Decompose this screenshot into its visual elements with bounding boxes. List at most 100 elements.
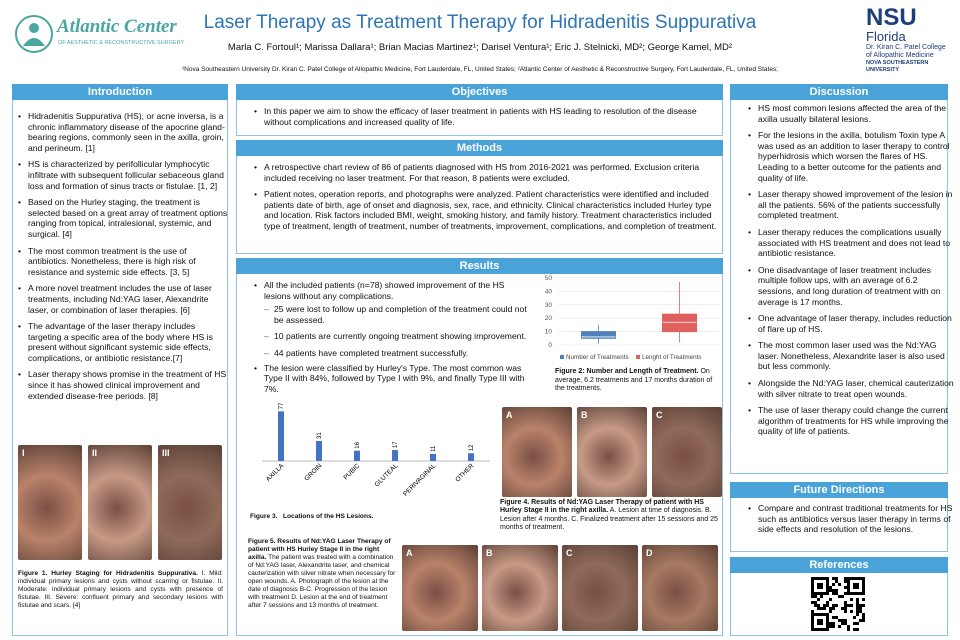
qr-cell <box>811 610 814 613</box>
qr-cell <box>859 610 862 613</box>
qr-cell <box>847 628 850 631</box>
section-heading: Objectives <box>236 84 723 100</box>
bullet: 25 were lost to follow up and completion… <box>264 304 530 325</box>
qr-cell <box>835 604 838 607</box>
qr-cell <box>832 607 835 610</box>
qr-cell <box>847 625 850 628</box>
bullet: The lesion were classified by Hurley's T… <box>254 363 530 395</box>
photo: C <box>562 545 638 631</box>
qr-cell <box>844 604 847 607</box>
qr-cell <box>823 604 826 607</box>
logo-line: Florida <box>866 29 906 44</box>
caption-title: Figure 2: Number and Length of Treatment… <box>555 368 699 375</box>
data-label: 16 <box>355 441 361 448</box>
figure4-photos: A B C <box>502 407 722 497</box>
qr-cell <box>844 619 847 622</box>
qr-cell <box>862 598 865 601</box>
qr-cell <box>856 604 859 607</box>
panel-label: I <box>22 448 25 458</box>
future-list: Compare and contrast traditional treatme… <box>746 503 954 541</box>
qr-cell <box>841 619 844 622</box>
methods-list: A retrospective chart review of 86 of pa… <box>252 162 724 238</box>
qr-cell <box>853 628 856 631</box>
qr-finder <box>817 619 823 625</box>
qr-cell <box>844 580 847 583</box>
qr-cell <box>832 622 835 625</box>
qr-cell <box>844 601 847 604</box>
x-tick-label: GLUTEAL <box>374 462 400 488</box>
qr-cell <box>832 616 835 619</box>
bar <box>316 441 322 461</box>
photo: B <box>482 545 558 631</box>
authors: Marla C. Fortoul¹; Marissa Dallara¹; Bri… <box>227 42 733 53</box>
results-text: All the included patients (n=78) showed … <box>252 280 530 400</box>
bullet: Hidradenitis Suppurativa (HS), or acne i… <box>18 111 228 153</box>
bullet: The use of laser therapy could change th… <box>748 405 954 437</box>
bullet: The most common treatment is the use of … <box>18 246 228 278</box>
section-heading: Introduction <box>12 84 228 100</box>
panel-label: D <box>646 548 653 558</box>
qr-cell <box>829 610 832 613</box>
bullet: One disadvantage of laser treatment incl… <box>748 265 954 307</box>
bullet: Patient notes, operation reports, and ph… <box>254 189 724 231</box>
qr-cell <box>817 604 820 607</box>
qr-cell <box>817 598 820 601</box>
caption-title: Figure 3. <box>250 513 278 520</box>
box-chart: 0 10 20 30 40 50 Number of Treatments Lenght of… <box>545 275 720 361</box>
legend-label: Lenght of Treatments <box>642 354 702 361</box>
panel-label: B <box>581 410 588 420</box>
y-tick-label: 30 <box>545 302 553 309</box>
bullet: Alongside the Nd:YAG laser, chemical cau… <box>748 378 954 399</box>
bullet: 44 patients have completed treatment suc… <box>264 348 530 359</box>
bullet: A more novel treatment includes the use … <box>18 283 228 315</box>
panel-label: B <box>486 548 493 558</box>
caption-text: The patient was treated with a combinati… <box>248 554 396 609</box>
section-heading: References <box>730 557 948 573</box>
qr-cell <box>811 601 814 604</box>
qr-cell <box>835 580 838 583</box>
x-tick-label: PERIVAGINAL <box>402 462 438 498</box>
objectives-list: In this paper we aim to show the efficac… <box>252 106 724 133</box>
photo: III <box>158 445 222 560</box>
logo-line: Dr. Kiran C. Patel College <box>866 44 946 51</box>
qr-cell <box>856 607 859 610</box>
results-sublist: 25 were lost to follow up and completion… <box>252 304 530 358</box>
caption-text: Locations of the HS Lesions. <box>282 513 374 520</box>
bullet: HS most common lesions affected the area… <box>748 103 954 124</box>
qr-cell <box>859 607 862 610</box>
qr-cell <box>856 610 859 613</box>
data-label: 77 <box>279 402 285 409</box>
qr-cell <box>844 607 847 610</box>
y-tick-label: 20 <box>545 315 553 322</box>
figure5-photos: A B C D <box>402 545 720 631</box>
qr-cell <box>832 604 835 607</box>
x-tick-label: GROIN <box>303 462 323 482</box>
qr-cell <box>820 607 823 610</box>
figure4-caption: Figure 4. Results of Nd:YAG Laser Therap… <box>500 499 722 532</box>
qr-cell <box>829 625 832 628</box>
bullet: Laser therapy shows promise in the treat… <box>18 369 228 401</box>
section-heading: Future Directions <box>730 482 948 498</box>
qr-cell <box>814 595 817 598</box>
qr-cell <box>841 595 844 598</box>
qr-finder <box>847 577 865 595</box>
results-list: The lesion were classified by Hurley's T… <box>252 363 530 395</box>
bar <box>278 411 284 461</box>
qr-cell <box>862 604 865 607</box>
data-label: 12 <box>469 444 475 451</box>
qr-cell <box>850 604 853 607</box>
qr-cell <box>859 604 862 607</box>
results-list: All the included patients (n=78) showed … <box>252 280 530 301</box>
section-heading: Methods <box>236 140 723 156</box>
y-tick-label: 0 <box>548 342 552 349</box>
qr-cell <box>856 601 859 604</box>
panel-label: II <box>92 448 98 458</box>
x-tick-label: PUBIC <box>342 462 361 481</box>
bullet: All the included patients (n=78) showed … <box>254 280 530 301</box>
caption-text: On average, 6.2 treatments and 17 months… <box>555 368 713 392</box>
qr-finder <box>811 613 829 631</box>
bar-chart: 77 AXILLA 31 GROIN 16 PUBIC 17 GLUTEAL 11 PERIVAG… <box>262 402 490 498</box>
logo-sub: OF AESTHETIC & RECONSTRUCTIVE SURGERY <box>58 40 185 46</box>
qr-cell <box>856 628 859 631</box>
